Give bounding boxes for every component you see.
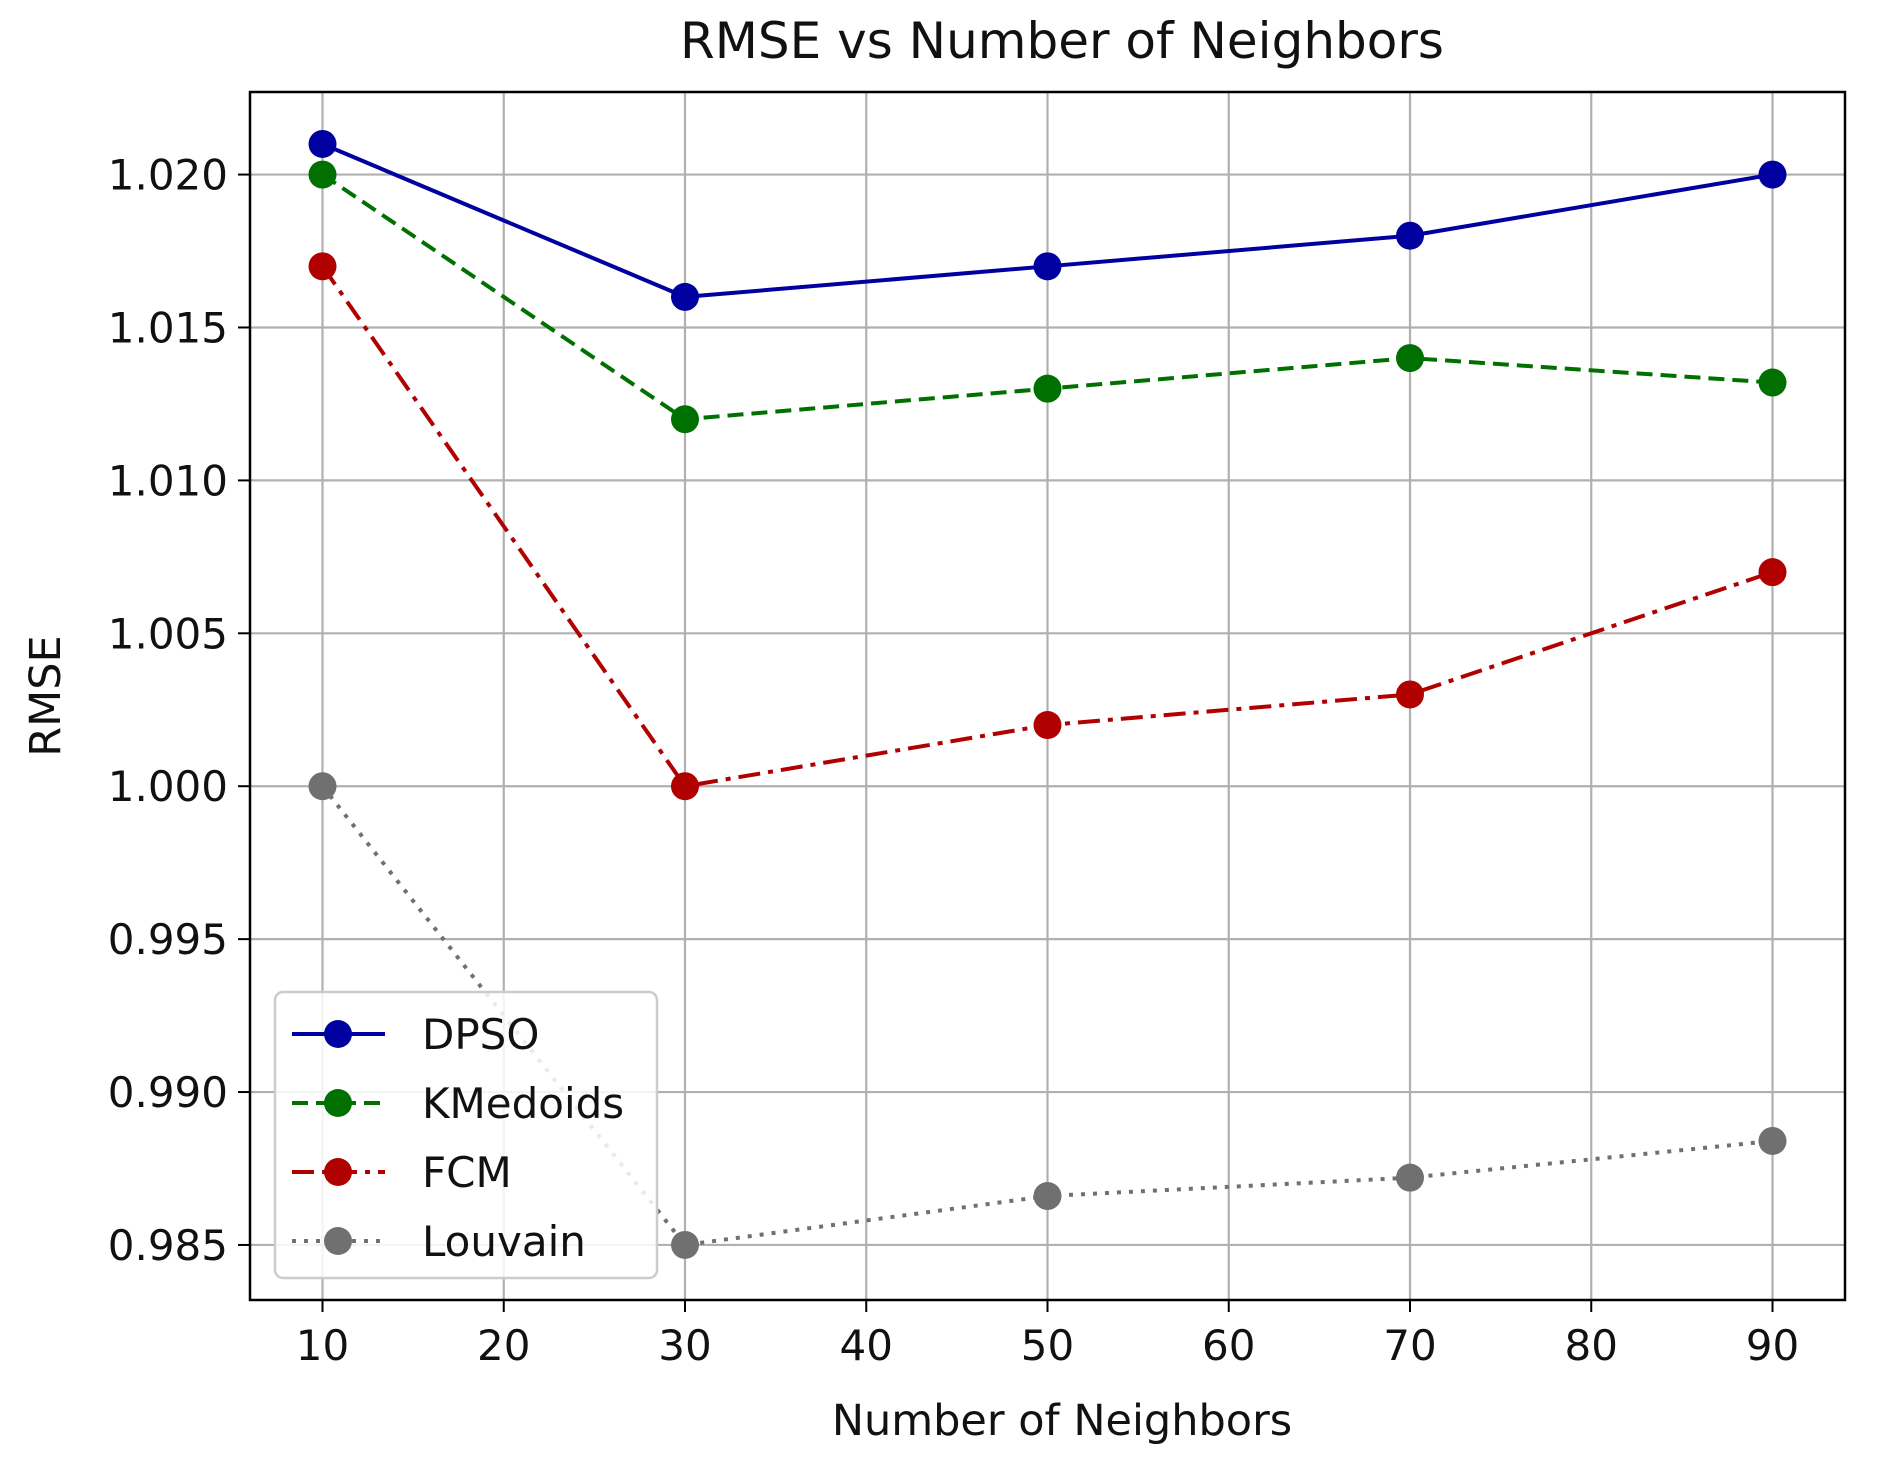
legend-label: KMedoids [422,1079,624,1128]
legend-entry: FCM [292,1148,512,1197]
data-point [671,405,699,434]
legend-label: DPSO [422,1010,539,1059]
legend-entries: DPSO KMedoids FCM Louvain [292,1010,624,1266]
legend-entry: DPSO [292,1010,539,1059]
y-tick-label: 1.010 [108,456,228,505]
x-tick-label: 70 [1383,1321,1436,1370]
axis-ticks: 10 20 30 40 50 60 70 80 90 0.985 0.990 0.995 1.000 1.… [108,151,1799,1370]
data-point [1396,344,1424,373]
data-point [671,772,699,801]
x-axis-label: Number of Neighbors [832,1396,1292,1446]
legend-marker [324,1020,352,1048]
legend-box [273,990,659,1280]
legend-marker [324,1158,352,1186]
legend-label: Louvain [422,1217,586,1266]
y-tick-label: 1.000 [108,762,228,811]
x-tick-label: 20 [477,1321,530,1370]
data-point [671,1230,699,1259]
legend-entry: Louvain [292,1217,586,1266]
x-tick-label: 60 [1202,1321,1255,1370]
data-point [1396,221,1424,250]
y-axis-label: RMSE [21,635,71,756]
series-fcm [308,252,1787,801]
y-tick-label: 0.990 [108,1068,228,1117]
y-tick-label: 0.985 [108,1221,228,1270]
series-kmedoids [308,160,1787,434]
data-point [308,252,337,281]
data-point [1758,160,1787,189]
data-point [1758,1126,1787,1155]
legend-marker [324,1089,352,1117]
series-louvain [308,772,1787,1259]
series-dpso [308,129,1787,311]
x-tick-label: 80 [1565,1321,1618,1370]
legend-entry: KMedoids [292,1079,624,1128]
data-point [308,772,337,801]
data-point [308,129,337,158]
x-tick-label: 50 [1021,1321,1074,1370]
y-tick-label: 1.015 [108,303,228,352]
x-tick-label: 30 [658,1321,711,1370]
y-tick-label: 1.020 [108,151,228,200]
data-point [1033,711,1062,740]
data-point [1033,252,1062,281]
legend-label: FCM [422,1148,512,1197]
data-point [1396,1163,1424,1192]
x-tick-label: 90 [1746,1321,1799,1370]
legend: DPSO KMedoids FCM Louvain [273,990,659,1280]
legend-marker [324,1227,352,1255]
data-point [1758,558,1787,587]
data-point [1758,368,1787,397]
chart-title: RMSE vs Number of Neighbors [680,12,1444,70]
data-point [671,282,699,311]
x-tick-label: 40 [840,1321,893,1370]
series-lines [308,129,1787,1259]
data-point [308,160,337,189]
data-point [1033,1182,1062,1211]
data-point [1033,374,1062,403]
y-tick-label: 1.005 [108,609,228,658]
x-tick-label: 10 [296,1321,349,1370]
y-tick-label: 0.995 [108,915,228,964]
data-point [1396,680,1424,709]
